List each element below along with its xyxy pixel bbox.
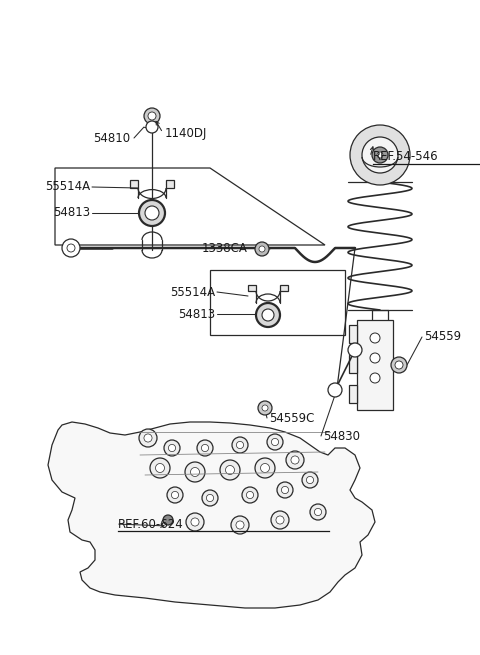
Text: 54810: 54810 bbox=[93, 132, 130, 145]
Bar bbox=[248, 285, 256, 291]
Circle shape bbox=[255, 458, 275, 478]
Circle shape bbox=[262, 309, 274, 321]
Circle shape bbox=[186, 513, 204, 531]
Circle shape bbox=[242, 487, 258, 503]
Circle shape bbox=[291, 456, 299, 464]
Circle shape bbox=[372, 147, 388, 163]
Bar bbox=[166, 180, 174, 188]
Text: 54813: 54813 bbox=[178, 307, 215, 320]
Bar bbox=[130, 180, 138, 188]
Text: 54830: 54830 bbox=[323, 430, 360, 443]
Circle shape bbox=[267, 434, 283, 450]
Circle shape bbox=[191, 518, 199, 526]
Circle shape bbox=[246, 491, 253, 498]
Circle shape bbox=[139, 429, 157, 447]
Circle shape bbox=[302, 472, 318, 488]
Circle shape bbox=[236, 441, 244, 449]
Text: REF.54-546: REF.54-546 bbox=[373, 151, 439, 164]
Text: 54813: 54813 bbox=[53, 206, 90, 219]
Circle shape bbox=[206, 495, 214, 502]
Circle shape bbox=[146, 121, 158, 133]
Circle shape bbox=[164, 440, 180, 456]
Circle shape bbox=[261, 464, 269, 472]
Bar bbox=[349, 325, 357, 343]
Circle shape bbox=[314, 508, 322, 515]
Circle shape bbox=[62, 239, 80, 257]
Circle shape bbox=[139, 200, 165, 226]
Text: 54559C: 54559C bbox=[269, 411, 314, 424]
Circle shape bbox=[226, 466, 235, 474]
Text: 1338CA: 1338CA bbox=[202, 242, 248, 255]
Circle shape bbox=[281, 487, 288, 494]
Text: 54559: 54559 bbox=[424, 331, 461, 343]
Circle shape bbox=[395, 361, 403, 369]
Circle shape bbox=[197, 440, 213, 456]
Circle shape bbox=[145, 206, 159, 220]
Text: REF.60-624: REF.60-624 bbox=[118, 517, 184, 531]
Bar bbox=[280, 285, 288, 291]
Circle shape bbox=[271, 511, 289, 529]
Circle shape bbox=[256, 303, 280, 327]
Circle shape bbox=[168, 444, 176, 451]
Circle shape bbox=[370, 333, 380, 343]
Circle shape bbox=[328, 383, 342, 397]
Circle shape bbox=[377, 152, 383, 158]
Circle shape bbox=[171, 491, 179, 498]
Circle shape bbox=[156, 464, 165, 472]
Circle shape bbox=[185, 462, 205, 482]
Circle shape bbox=[167, 487, 183, 503]
Circle shape bbox=[306, 476, 313, 483]
Circle shape bbox=[202, 490, 218, 506]
Circle shape bbox=[231, 516, 249, 534]
Circle shape bbox=[144, 108, 160, 124]
Circle shape bbox=[310, 504, 326, 520]
Circle shape bbox=[148, 112, 156, 120]
Circle shape bbox=[259, 246, 265, 252]
Bar bbox=[349, 385, 357, 403]
Circle shape bbox=[276, 516, 284, 524]
Circle shape bbox=[163, 515, 173, 525]
Bar bbox=[357, 320, 393, 410]
Circle shape bbox=[191, 468, 200, 476]
Circle shape bbox=[232, 437, 248, 453]
Circle shape bbox=[362, 137, 398, 173]
Circle shape bbox=[262, 405, 268, 411]
Polygon shape bbox=[48, 422, 375, 608]
Circle shape bbox=[258, 401, 272, 415]
Circle shape bbox=[370, 353, 380, 363]
Circle shape bbox=[220, 460, 240, 480]
Circle shape bbox=[277, 482, 293, 498]
Circle shape bbox=[67, 244, 75, 252]
Circle shape bbox=[144, 434, 152, 442]
Circle shape bbox=[150, 458, 170, 478]
Circle shape bbox=[286, 451, 304, 469]
Circle shape bbox=[370, 373, 380, 383]
Circle shape bbox=[348, 343, 362, 357]
Circle shape bbox=[255, 242, 269, 256]
Circle shape bbox=[350, 125, 410, 185]
Circle shape bbox=[236, 521, 244, 529]
Bar bbox=[349, 355, 357, 373]
Text: 1140DJ: 1140DJ bbox=[165, 126, 207, 140]
Text: 55514A: 55514A bbox=[45, 181, 90, 193]
Circle shape bbox=[271, 438, 278, 445]
Circle shape bbox=[391, 357, 407, 373]
Text: 55514A: 55514A bbox=[170, 286, 215, 299]
Circle shape bbox=[202, 444, 209, 451]
